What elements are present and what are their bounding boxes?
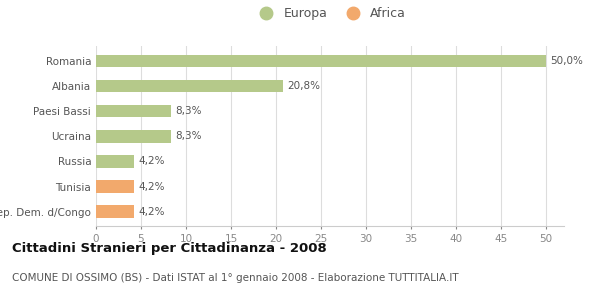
Text: Cittadini Stranieri per Cittadinanza - 2008: Cittadini Stranieri per Cittadinanza - 2… [12, 242, 327, 255]
Text: 8,3%: 8,3% [175, 106, 202, 116]
Bar [96, 55, 546, 67]
Text: COMUNE DI OSSIMO (BS) - Dati ISTAT al 1° gennaio 2008 - Elaborazione TUTTITALIA.: COMUNE DI OSSIMO (BS) - Dati ISTAT al 1°… [12, 273, 458, 283]
Bar [96, 105, 170, 117]
Legend: Europa, Africa: Europa, Africa [249, 2, 411, 25]
Bar [96, 155, 134, 168]
Bar [96, 130, 170, 143]
Bar [96, 180, 134, 193]
Bar [96, 205, 134, 218]
Text: 50,0%: 50,0% [551, 56, 583, 66]
Text: 8,3%: 8,3% [175, 131, 202, 141]
Text: 4,2%: 4,2% [139, 207, 165, 217]
Text: 4,2%: 4,2% [139, 182, 165, 192]
Bar [96, 80, 283, 92]
Text: 20,8%: 20,8% [288, 81, 321, 91]
Text: 4,2%: 4,2% [139, 156, 165, 166]
